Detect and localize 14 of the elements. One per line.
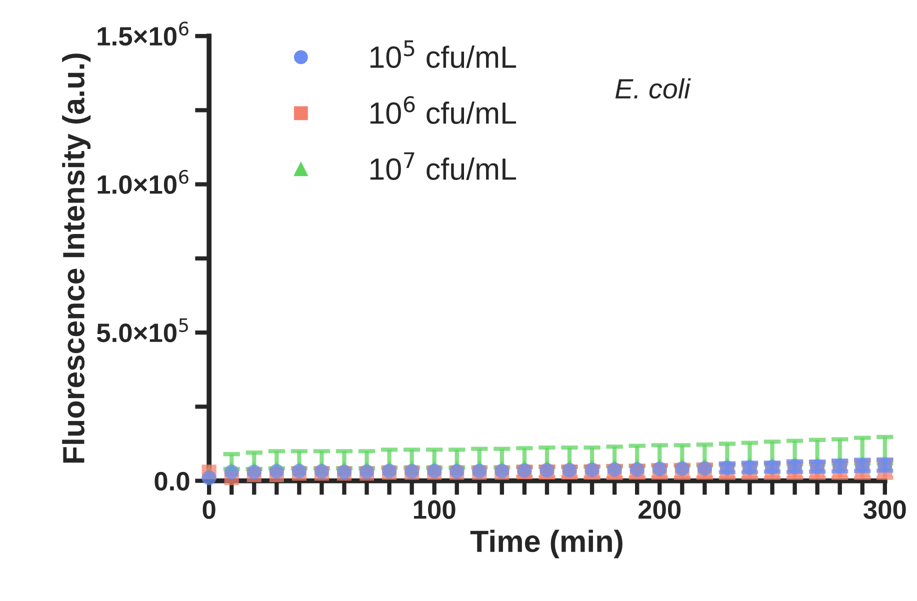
x-tick-label: 100 (414, 500, 456, 519)
legend-label: 10$^{6}$ cfu/mL (370, 96, 516, 124)
annotation: E. coli (615, 78, 691, 99)
y-tick-label: 0.0 (154, 472, 190, 491)
x-axis-title: Time (min) (470, 530, 622, 558)
x-tick-label: 0 (202, 500, 216, 519)
x-tick-label: 200 (638, 500, 681, 519)
y-tick-label: 1.5×10$^{6}$ (98, 22, 188, 46)
legend-label: 10$^{7}$ cfu/mL (370, 152, 516, 180)
legend-label: 10$^{5}$ cfu/mL (370, 40, 516, 68)
y-tick-label: 5.0×10$^{5}$ (96, 318, 188, 342)
y-axis-title: Fluorescence Intensity (a.u.) (62, 54, 91, 463)
x-tick-label: 300 (864, 500, 906, 519)
y-tick-label: 1.0×10$^{6}$ (98, 170, 188, 194)
